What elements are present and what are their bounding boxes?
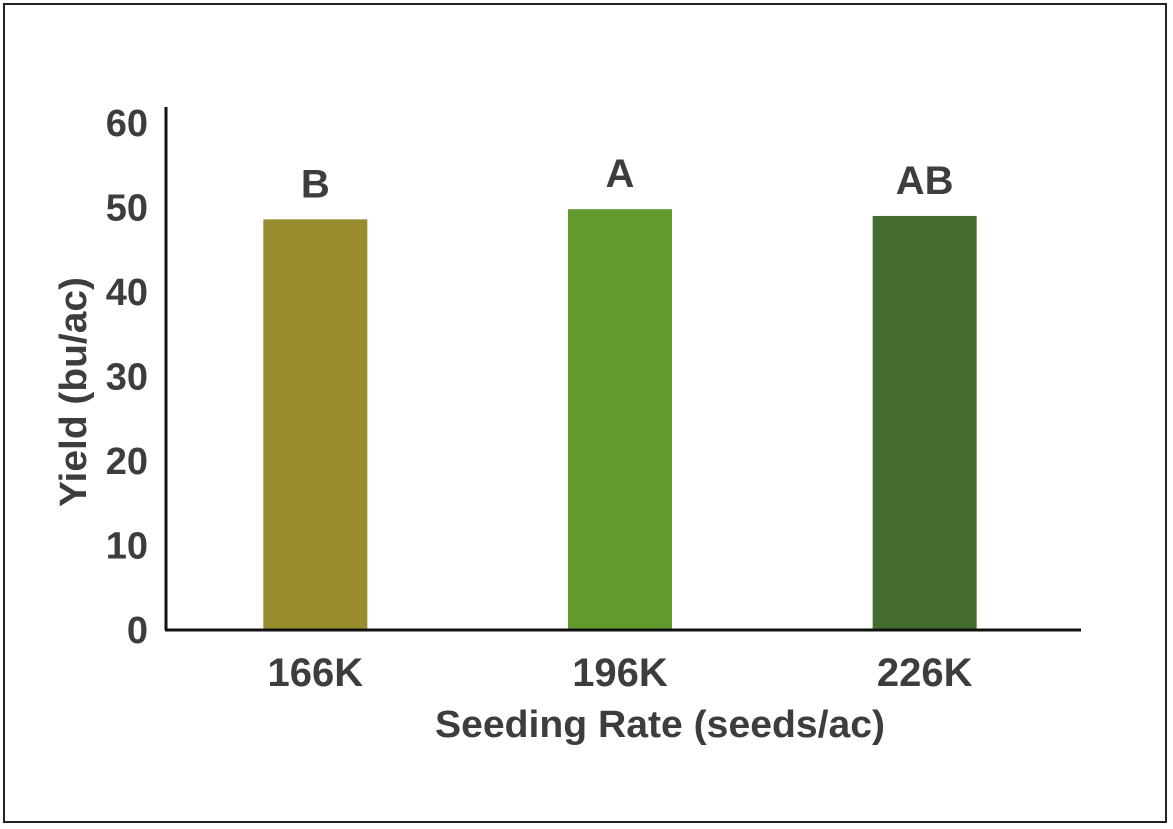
chart-frame <box>3 3 1167 823</box>
y-axis-label: Yield (bu/ac) <box>53 277 95 507</box>
significance-label: B <box>301 162 330 206</box>
y-tick-label: 40 <box>106 272 148 314</box>
x-axis-label: Seeding Rate (seeds/ac) <box>435 704 885 746</box>
y-tick-label: 60 <box>106 103 148 145</box>
y-tick-label: 0 <box>127 610 148 652</box>
x-tick-label: 226K <box>877 651 973 695</box>
y-tick-label: 30 <box>106 357 148 399</box>
x-tick-label: 196K <box>572 651 668 695</box>
significance-label: A <box>606 152 635 196</box>
significance-label: AB <box>896 159 954 203</box>
bar-226K <box>872 215 977 630</box>
bar-196K <box>568 209 672 630</box>
y-tick-label: 50 <box>106 188 148 230</box>
y-tick-label: 10 <box>106 526 148 568</box>
bar-166K <box>263 219 368 630</box>
x-tick-label: 166K <box>268 651 364 695</box>
y-tick-label: 20 <box>106 441 148 483</box>
